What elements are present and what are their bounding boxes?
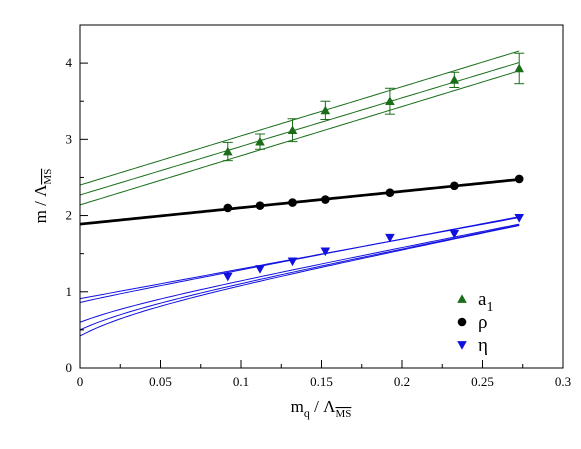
legend-label: a1 — [478, 289, 493, 315]
data-point — [514, 174, 524, 184]
y-tick-label: 4 — [66, 55, 73, 70]
fit-line — [79, 223, 520, 323]
data-point — [287, 257, 298, 267]
y-axis-label: m / ΛMS — [31, 169, 54, 224]
data-point — [255, 201, 265, 210]
data-point — [255, 136, 265, 146]
data-point — [320, 105, 331, 115]
x-axis-label-over: MS — [335, 408, 351, 420]
fit-line — [79, 50, 520, 186]
x-axis-label: mq / ΛMS — [291, 397, 352, 420]
legend-label-main: ρ — [478, 312, 487, 333]
data-point — [385, 96, 395, 106]
data-point — [385, 233, 395, 243]
x-axis-label-sep: / Λ — [310, 397, 336, 416]
legend-label-main: a — [478, 289, 487, 310]
fit-line — [79, 70, 520, 206]
legend-label: η — [478, 335, 488, 356]
legend-marker — [457, 341, 467, 350]
x-tick-label: 0.05 — [149, 374, 172, 389]
y-axis-label-main: m / Λ — [31, 184, 50, 223]
y-tick-label: 0 — [66, 360, 73, 375]
data-point — [321, 195, 330, 204]
fit-line — [79, 179, 520, 226]
x-tick-label: 0.1 — [233, 374, 249, 389]
y-tick-label: 2 — [66, 208, 73, 223]
data-point — [320, 247, 331, 257]
fit-lines — [79, 50, 520, 337]
x-tick-label: 0.3 — [555, 374, 571, 389]
data-point — [385, 188, 395, 197]
data-point — [222, 146, 233, 156]
fit-line — [79, 62, 520, 196]
legend-label-main: η — [478, 335, 488, 356]
data-point — [514, 63, 525, 73]
x-axis-label-main: m — [291, 397, 304, 416]
fit-line — [79, 224, 520, 331]
data-point — [450, 181, 459, 191]
x-axis: 0 0.05 0.1 0.15 0.2 0.25 0.3 — [77, 360, 571, 389]
data-point — [255, 265, 265, 274]
y-tick-label: 1 — [66, 284, 73, 299]
data-point — [514, 214, 525, 223]
legend-marker — [457, 294, 467, 303]
y-axis: 0 1 2 3 4 — [66, 24, 88, 375]
legend-label: ρ — [478, 312, 487, 333]
fit-line — [79, 178, 520, 225]
data-point — [287, 125, 298, 135]
x-tick-label: 0.2 — [394, 374, 410, 389]
x-axis-label-sub: q — [304, 406, 310, 420]
data-point — [288, 198, 297, 207]
fit-line — [79, 216, 520, 303]
legend-label-sub: 1 — [486, 300, 493, 315]
x-tick-label: 0.25 — [471, 374, 494, 389]
x-tick-label: 0.15 — [310, 374, 333, 389]
fit-line — [79, 224, 520, 337]
data-point — [223, 203, 233, 213]
data-point — [222, 272, 233, 282]
x-tick-label: 0 — [77, 374, 84, 389]
legend-marker — [457, 317, 467, 327]
y-tick-label: 3 — [66, 131, 73, 146]
data-point — [449, 230, 460, 239]
data-point — [449, 75, 460, 84]
data-markers — [222, 63, 525, 282]
y-axis-label-over: MS — [42, 169, 54, 185]
